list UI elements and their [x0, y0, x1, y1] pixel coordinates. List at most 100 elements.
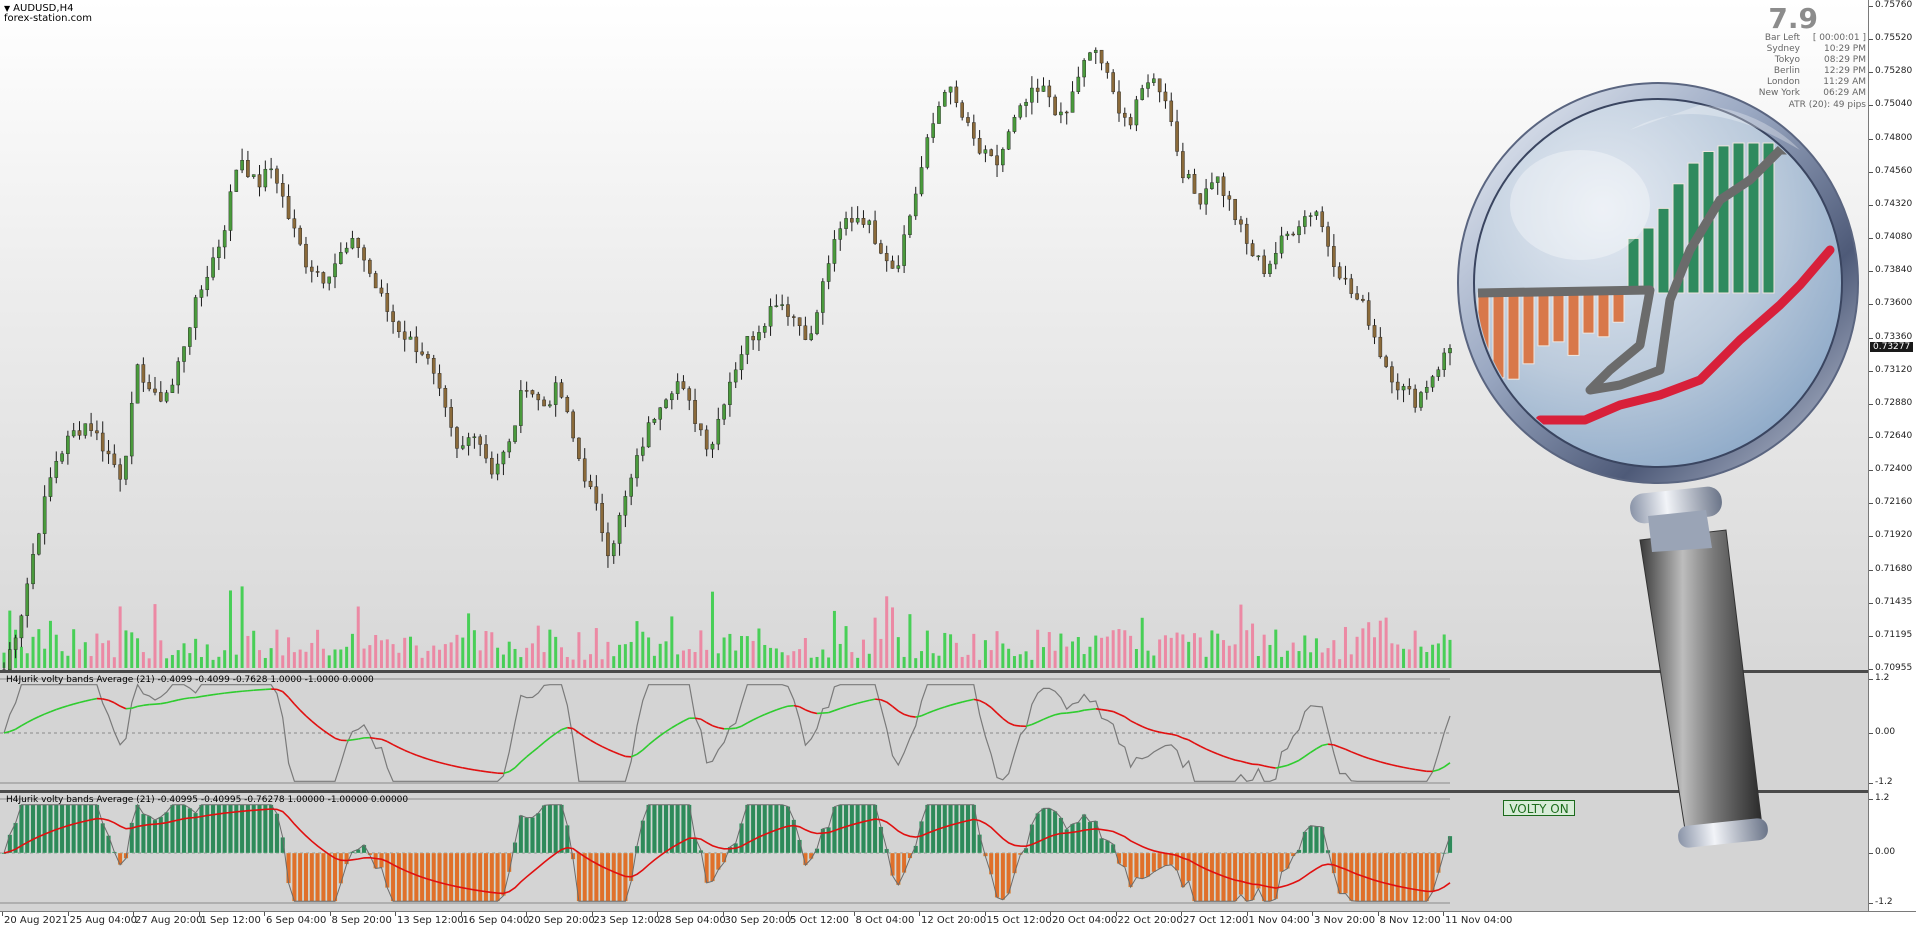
histogram-bar — [432, 853, 436, 901]
candle-body — [641, 447, 644, 455]
histogram-bar — [95, 805, 99, 853]
candle-body — [1077, 77, 1080, 92]
candle-body — [101, 433, 104, 451]
candle-body — [1303, 216, 1306, 226]
histogram-bar — [222, 805, 226, 853]
signal-line-segment — [672, 724, 678, 727]
histogram-bar — [402, 853, 406, 901]
candle-body — [1204, 189, 1207, 204]
candle-body — [1193, 174, 1196, 193]
volume-bar — [879, 639, 882, 668]
candle-body — [891, 261, 894, 269]
signal-line-segment — [660, 731, 666, 735]
candle-body — [235, 170, 238, 192]
signal-line-segment — [1322, 744, 1328, 745]
signal-line-segment — [1235, 760, 1241, 761]
price-tick — [1869, 6, 1873, 7]
histogram-bar — [1140, 853, 1144, 879]
signal-line-segment — [1421, 770, 1427, 771]
volume-bar — [786, 655, 789, 668]
volume-bar — [537, 626, 540, 668]
volume-bar — [188, 653, 191, 668]
candle-body — [316, 271, 319, 272]
volume-bar — [635, 621, 638, 668]
time-tick — [526, 912, 527, 916]
candle-body — [682, 382, 685, 389]
candle-body — [287, 196, 290, 218]
volty-toggle-button[interactable]: VOLTY ON — [1503, 800, 1575, 816]
volume-bar — [1181, 634, 1184, 668]
candle-body — [606, 533, 609, 556]
candle-body — [612, 543, 615, 555]
candle-body — [746, 336, 749, 354]
candle-body — [949, 87, 952, 92]
candle-body — [752, 336, 755, 340]
candle-body — [8, 650, 11, 670]
signal-line-segment — [544, 738, 550, 743]
signal-line-segment — [1194, 743, 1200, 746]
indicator1-pane[interactable]: H4Jurik volty bands Average (21) -0.4099… — [0, 673, 1868, 790]
histogram-bar — [188, 808, 192, 853]
price-pane[interactable]: ▼AUDUSD,H4 forex-station.com 7.9 Bar Lef… — [0, 0, 1868, 670]
histogram-bar — [583, 853, 587, 901]
volume-bar — [1164, 635, 1167, 668]
candle-body — [37, 534, 40, 555]
candle-body — [380, 288, 383, 293]
candle-body — [264, 169, 267, 187]
volume-bar — [1379, 621, 1382, 668]
candle-body — [1344, 278, 1347, 279]
volume-bar — [1280, 657, 1283, 668]
volume-bar — [839, 644, 842, 668]
histogram-bar — [135, 805, 139, 853]
volume-bar — [1327, 648, 1330, 668]
candle-body — [903, 235, 906, 266]
candle-body — [43, 497, 46, 534]
candle-body — [717, 419, 720, 444]
signal-line-segment — [614, 752, 620, 754]
volume-bar — [368, 645, 371, 668]
candle-body — [1094, 50, 1097, 53]
signal-line-segment — [1258, 765, 1264, 766]
signal-line-segment — [143, 705, 149, 706]
volume-bar — [874, 618, 877, 668]
candle-body — [961, 103, 964, 118]
dropdown-triangle-icon[interactable]: ▼ — [4, 4, 10, 13]
indicator-tick — [1869, 679, 1873, 680]
time-axis-label: 13 Sep 12:00 — [397, 915, 464, 926]
candle-body — [84, 424, 87, 436]
candle-body — [1286, 234, 1289, 236]
price-tick — [1869, 172, 1873, 173]
signal-line-segment — [85, 700, 91, 701]
candle-body — [879, 244, 882, 254]
volume-bar — [1315, 638, 1318, 668]
volume-bar — [1251, 624, 1254, 668]
price-axis-label: 0.74080 — [1875, 232, 1912, 242]
signal-line-segment — [103, 699, 109, 700]
indicator2-pane[interactable]: H4Jurik volty bands Average (21) -0.4099… — [0, 793, 1868, 911]
signal-line-segment — [887, 702, 893, 706]
candle-body — [281, 183, 284, 196]
candle-body — [1408, 386, 1411, 389]
histogram-bar — [600, 853, 604, 901]
candle-body — [26, 584, 29, 616]
histogram-bar — [1401, 853, 1405, 901]
volume-bar — [781, 652, 784, 668]
volume-bar — [816, 657, 819, 668]
histogram-bar — [606, 853, 610, 901]
histogram-bar — [495, 853, 499, 901]
candle-body — [990, 150, 993, 156]
volume-bar — [641, 632, 644, 668]
indicator-axis-label: 1.2 — [1875, 793, 1889, 803]
signal-line-segment — [1084, 710, 1090, 711]
time-tick — [395, 912, 396, 916]
price-axis-label: 0.71195 — [1875, 630, 1912, 640]
histogram-bar — [1308, 826, 1312, 853]
histogram-bar — [861, 805, 865, 853]
volume-bar — [264, 658, 267, 668]
volume-bar — [1210, 630, 1213, 668]
histogram-bar — [681, 805, 685, 853]
histogram-bar — [1320, 827, 1324, 853]
volume-bar — [804, 638, 807, 668]
